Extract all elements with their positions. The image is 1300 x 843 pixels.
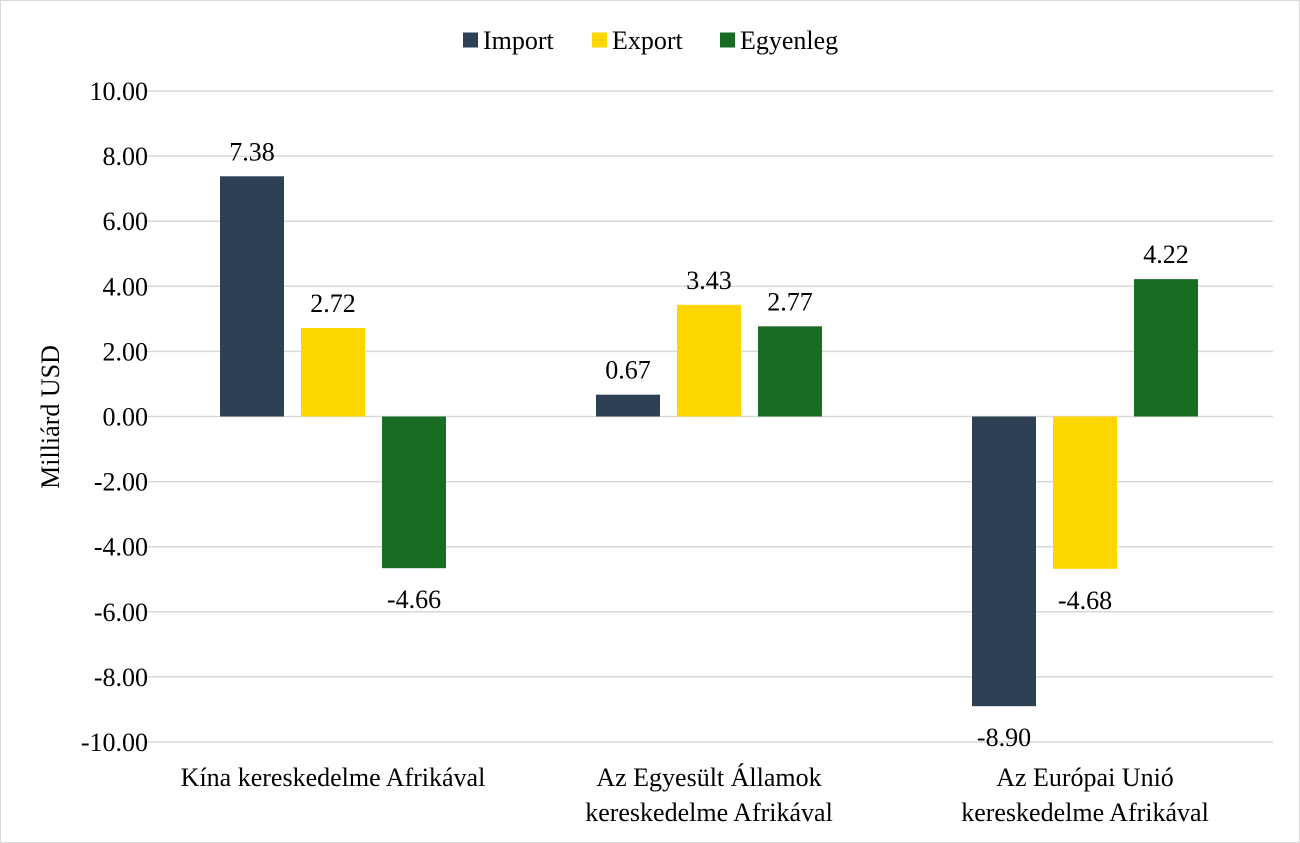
y-tick-label: 8.00 bbox=[103, 142, 149, 171]
data-label: 4.22 bbox=[1143, 240, 1189, 269]
bar-egyenleg bbox=[382, 416, 446, 569]
y-axis-title: Milliárd USD bbox=[36, 345, 65, 489]
data-label: 7.38 bbox=[229, 137, 275, 166]
y-tick-label: -8.00 bbox=[94, 663, 148, 692]
data-label: -4.66 bbox=[387, 585, 441, 614]
bar-import bbox=[972, 416, 1036, 707]
x-category-label: kereskedelme Afrikával bbox=[961, 798, 1209, 827]
y-tick-label: 6.00 bbox=[103, 207, 149, 236]
data-label: 0.67 bbox=[605, 356, 651, 385]
data-label: 2.77 bbox=[767, 287, 813, 316]
y-tick-label: -6.00 bbox=[94, 598, 148, 627]
data-label: -8.90 bbox=[977, 723, 1031, 752]
data-label: 3.43 bbox=[686, 266, 732, 295]
bar-export bbox=[677, 304, 741, 417]
bar-import bbox=[220, 176, 284, 417]
data-label: -4.68 bbox=[1058, 586, 1112, 615]
y-tick-label: 2.00 bbox=[103, 337, 149, 366]
y-tick-label: 10.00 bbox=[90, 77, 149, 106]
x-category-label: Az Egyesült Államok bbox=[596, 763, 821, 792]
legend-label-import: Import bbox=[483, 26, 555, 55]
bar-export bbox=[1053, 416, 1117, 569]
legend-label-export: Export bbox=[612, 26, 684, 55]
bar-export bbox=[301, 327, 365, 417]
legend-swatch-import bbox=[463, 32, 478, 48]
x-category-label: Az Európai Unió bbox=[996, 763, 1174, 792]
x-category-label: kereskedelme Afrikával bbox=[585, 798, 833, 827]
y-tick-label: 4.00 bbox=[103, 272, 149, 301]
data-label: 2.72 bbox=[310, 289, 356, 318]
bar-import bbox=[596, 394, 660, 417]
x-category-label: Kína kereskedelme Afrikával bbox=[181, 763, 486, 792]
legend-swatch-egyenleg bbox=[720, 32, 735, 48]
y-tick-label: -10.00 bbox=[81, 728, 148, 757]
legend-label-egyenleg: Egyenleg bbox=[740, 26, 838, 55]
y-tick-label: -4.00 bbox=[94, 533, 148, 562]
bar-egyenleg bbox=[1134, 279, 1198, 417]
y-tick-label: -2.00 bbox=[94, 468, 148, 497]
y-tick-label: 0.00 bbox=[103, 403, 149, 432]
bar-egyenleg bbox=[758, 326, 822, 417]
legend-swatch-export bbox=[592, 32, 607, 48]
